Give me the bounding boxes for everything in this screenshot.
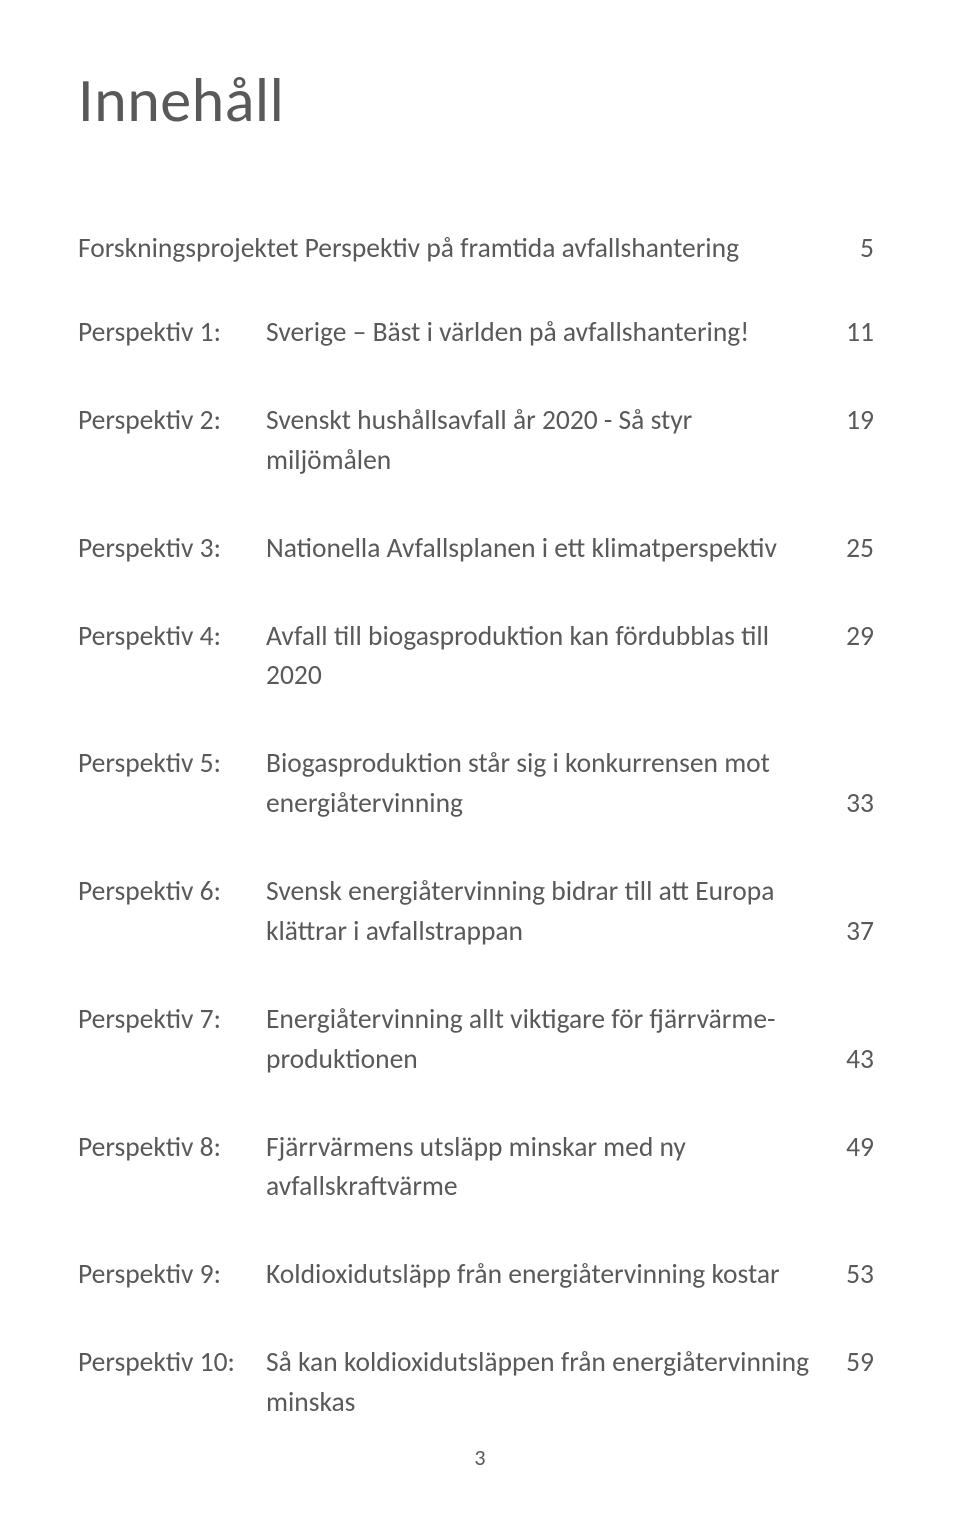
toc-label: Perspektiv 5: bbox=[78, 744, 266, 784]
toc-row: Perspektiv 9:Koldioxidutsläpp från energ… bbox=[78, 1255, 874, 1295]
toc-entry-page: 19 bbox=[832, 401, 874, 441]
toc-entry-text: Avfall till biogasproduktion kan fördubb… bbox=[266, 617, 832, 697]
toc-entry-page: 49 bbox=[832, 1128, 874, 1168]
toc-entry-text: Nationella Avfallsplanen i ett klimatper… bbox=[266, 529, 832, 569]
toc-label: Perspektiv 4: bbox=[78, 617, 266, 657]
page-title: Innehåll bbox=[78, 62, 874, 138]
toc-entry-text: Svensk energiåtervinning bidrar till att… bbox=[266, 872, 832, 952]
toc-entry-page: 43 bbox=[832, 1040, 874, 1080]
toc-row: Perspektiv 2:Svenskt hushållsavfall år 2… bbox=[78, 401, 874, 481]
toc-entry-page: 25 bbox=[832, 529, 874, 569]
toc-row: Perspektiv 10:Så kan koldioxidutsläppen … bbox=[78, 1343, 874, 1423]
toc-label: Perspektiv 9: bbox=[78, 1255, 266, 1295]
toc-entry-page: 29 bbox=[832, 617, 874, 657]
toc-intro-row: Forskningsprojektet Perspektiv på framti… bbox=[78, 232, 874, 265]
toc-row: Perspektiv 3:Nationella Avfallsplanen i … bbox=[78, 529, 874, 569]
toc-entry-page: 33 bbox=[832, 784, 874, 824]
toc-row: Perspektiv 4:Avfall till biogasproduktio… bbox=[78, 617, 874, 697]
footer-page-number: 3 bbox=[0, 1444, 960, 1471]
toc-entry-text: Energiåtervinning allt viktigare för fjä… bbox=[266, 1000, 832, 1080]
toc-row: Perspektiv 1:Sverige – Bäst i världen på… bbox=[78, 313, 874, 353]
toc-label: Perspektiv 8: bbox=[78, 1128, 266, 1168]
toc-label: Perspektiv 10: bbox=[78, 1343, 266, 1383]
toc-entry-page: 37 bbox=[832, 912, 874, 952]
toc-entry-text: Koldioxidutsläpp från energiåtervinning … bbox=[266, 1255, 832, 1295]
toc-label: Perspektiv 6: bbox=[78, 872, 266, 912]
toc-entry-text: Fjärrvärmens utsläpp minskar med ny avfa… bbox=[266, 1128, 832, 1208]
toc-intro-page: 5 bbox=[832, 232, 874, 265]
toc-entry-text: Svenskt hushållsavfall år 2020 - Så styr… bbox=[266, 401, 832, 481]
toc-label: Perspektiv 3: bbox=[78, 529, 266, 569]
toc-entry-text: Sverige – Bäst i världen på avfallshante… bbox=[266, 313, 832, 353]
toc-intro-text: Forskningsprojektet Perspektiv på framti… bbox=[78, 232, 832, 265]
toc-entry-page: 11 bbox=[832, 313, 874, 353]
toc-row: Perspektiv 5:Biogasproduktion står sig i… bbox=[78, 744, 874, 824]
toc-entry-page: 53 bbox=[832, 1255, 874, 1295]
document-page: Innehåll Forskningsprojektet Perspektiv … bbox=[0, 0, 960, 1515]
toc-entry-text: Så kan koldioxidutsläppen från energiåte… bbox=[266, 1343, 832, 1423]
toc-entry-text: Biogasproduktion står sig i konkurrensen… bbox=[266, 744, 832, 824]
toc-row: Perspektiv 8:Fjärrvärmens utsläpp minska… bbox=[78, 1128, 874, 1208]
toc-list: Perspektiv 1:Sverige – Bäst i världen på… bbox=[78, 313, 874, 1423]
toc-label: Perspektiv 1: bbox=[78, 313, 266, 353]
toc-row: Perspektiv 6:Svensk energiåtervinning bi… bbox=[78, 872, 874, 952]
toc-row: Perspektiv 7:Energiåtervinning allt vikt… bbox=[78, 1000, 874, 1080]
toc-entry-page: 59 bbox=[832, 1343, 874, 1383]
toc-label: Perspektiv 2: bbox=[78, 401, 266, 441]
toc-label: Perspektiv 7: bbox=[78, 1000, 266, 1040]
